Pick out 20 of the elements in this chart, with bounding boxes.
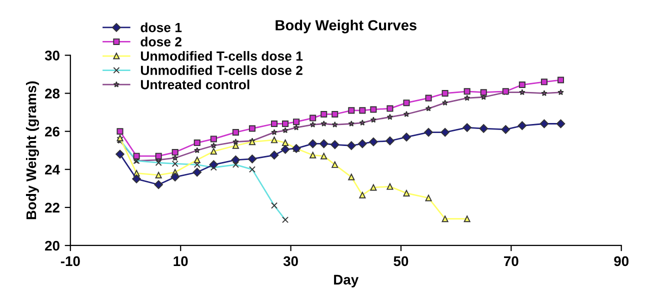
y-tick-label: 24: [45, 164, 60, 174]
chart-title: Body Weight Curves: [276, 20, 416, 34]
legend-label: Unmodified T-cells dose 2: [140, 65, 302, 76]
x-tick-label: 50: [394, 256, 408, 266]
x-tick-label: 10: [174, 256, 188, 266]
x-tick-label: 70: [504, 256, 518, 266]
legend-label: Untreated control: [140, 80, 250, 90]
x-tick-label: -10: [60, 256, 80, 266]
y-tick-label: 26: [45, 126, 60, 137]
y-axis-title: Body Weight (grams): [26, 81, 39, 220]
x-axis-title: Day: [334, 274, 359, 288]
x-tick-label: 90: [614, 256, 629, 266]
y-tick-label: 28: [45, 88, 60, 98]
y-tick-label: 20: [45, 240, 60, 251]
x-tick-label: 30: [283, 256, 298, 266]
y-tick-label: 30: [44, 50, 60, 60]
legend-label: dose 2: [140, 36, 182, 46]
legend-label: Unmodified T-cells dose 1: [140, 51, 303, 61]
legend-label: dose 1: [140, 22, 182, 32]
y-tick-label: 22: [45, 202, 60, 212]
